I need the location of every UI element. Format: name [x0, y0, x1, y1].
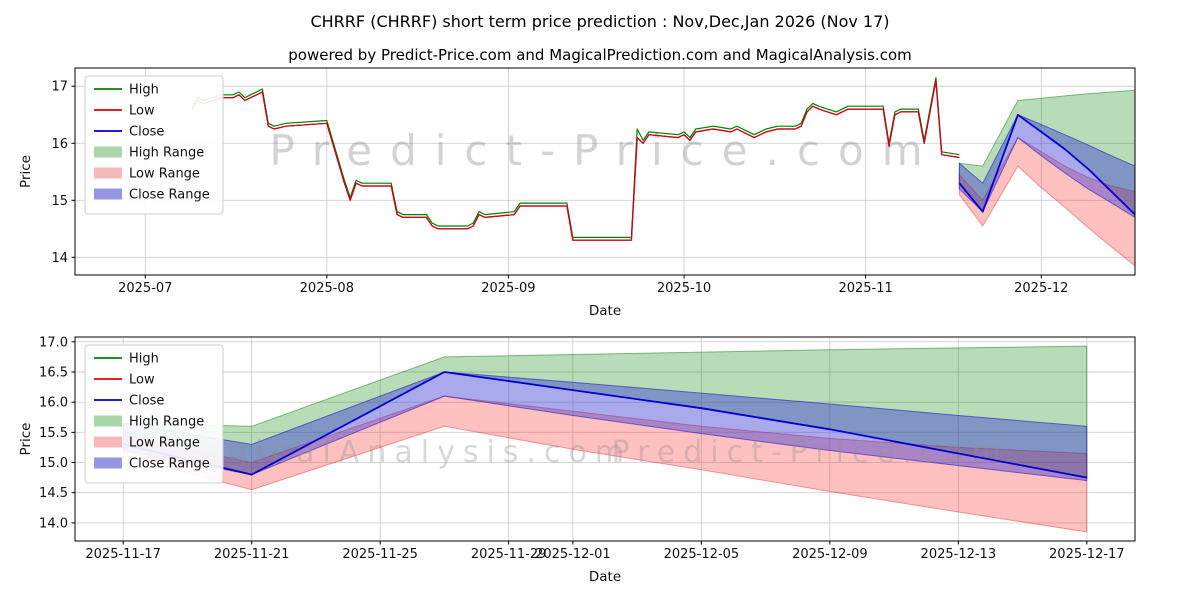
- x-tick-label: 2025-11-17: [85, 547, 161, 562]
- plot-content: Predict-Price.com Predict-Price.com: [191, 77, 1135, 314]
- watermark-text: Predict-Price.com: [612, 435, 1009, 470]
- x-tick-label: 2025-11-29: [471, 547, 547, 562]
- legend-patch-swatch: [94, 146, 122, 158]
- x-tick-label: 2025-08: [300, 281, 354, 296]
- legend-label: High Range: [129, 146, 204, 161]
- y-tick-label: 16.0: [39, 396, 68, 411]
- price-history-chart: Predict-Price.comPredict-Price.com2025-0…: [18, 67, 1136, 319]
- y-axis-label: Price: [18, 155, 34, 188]
- x-tick-label: 2025-09: [481, 281, 535, 296]
- legend-patch-swatch: [94, 457, 122, 469]
- legend-label: High: [129, 83, 159, 98]
- series-low: [191, 79, 960, 241]
- legend-label: Low: [129, 373, 155, 388]
- legend-label: Low Range: [129, 436, 200, 451]
- y-tick-label: 17: [51, 80, 68, 95]
- legend-patch-swatch: [94, 436, 122, 448]
- legend-patch-swatch: [94, 415, 122, 427]
- x-tick-label: 2025-11-21: [214, 547, 290, 562]
- watermark-text: Predict-Price.com: [304, 270, 907, 314]
- legend: High Low Close High Range Low Range Close Ran…: [84, 75, 224, 215]
- axes-frame: [74, 67, 1136, 276]
- y-tick-label: 17.0: [39, 335, 68, 350]
- y-tick-label: 16: [51, 137, 68, 152]
- figure-title: CHRRF (CHRRF) short term price predictio…: [310, 12, 890, 31]
- legend-label: Low: [129, 104, 155, 119]
- x-tick-label: 2025-12-05: [664, 547, 740, 562]
- y-tick-label: 15: [51, 194, 68, 209]
- y-tick-label: 16.5: [39, 366, 68, 381]
- legend-label: Close: [129, 125, 164, 140]
- x-tick-label: 2025-12: [1014, 281, 1068, 296]
- x-axis-label: Date: [589, 303, 621, 319]
- y-tick-label: 15.5: [39, 426, 68, 441]
- y-tick-label: 14.5: [39, 486, 68, 501]
- series-close: [122, 371, 1087, 479]
- legend-patch-swatch: [94, 167, 122, 179]
- legend-label: High: [129, 352, 159, 367]
- legend-label: Low Range: [129, 167, 200, 182]
- x-axis-label: Date: [589, 569, 621, 585]
- legend-label: Close: [129, 394, 164, 409]
- y-tick-label: 15.0: [39, 456, 68, 471]
- x-tick-label: 2025-07: [118, 281, 172, 296]
- legend: High Low Close High Range Low Range Close Ran…: [84, 344, 224, 484]
- x-tick-label: 2025-11-25: [342, 547, 418, 562]
- legend-label: Close Range: [129, 457, 210, 472]
- y-tick-label: 14: [51, 251, 68, 266]
- watermark-text: MagicalAnalysis.com: [168, 435, 632, 470]
- series-close-forecast: [958, 113, 1135, 216]
- y-axis-label: Price: [18, 423, 34, 456]
- x-tick-label: 2025-12-09: [792, 547, 868, 562]
- legend-patch-swatch: [94, 188, 122, 200]
- x-tick-label: 2025-12-13: [921, 547, 997, 562]
- x-tick-label: 2025-11: [838, 281, 892, 296]
- legend-label: Close Range: [129, 188, 210, 203]
- band-low-range: [122, 395, 1088, 533]
- x-tick-label: 2025-10: [657, 281, 711, 296]
- x-tick-label: 2025-12-01: [535, 547, 611, 562]
- legend-label: High Range: [129, 415, 204, 430]
- figure-subtitle: powered by Predict-Price.com and Magical…: [288, 46, 912, 64]
- watermark-text: Predict-Price.com: [269, 126, 940, 175]
- x-tick-label: 2025-12-17: [1049, 547, 1125, 562]
- band-low-range: [958, 136, 1135, 267]
- y-tick-label: 14.0: [39, 516, 68, 531]
- axes-frame: [74, 336, 1136, 542]
